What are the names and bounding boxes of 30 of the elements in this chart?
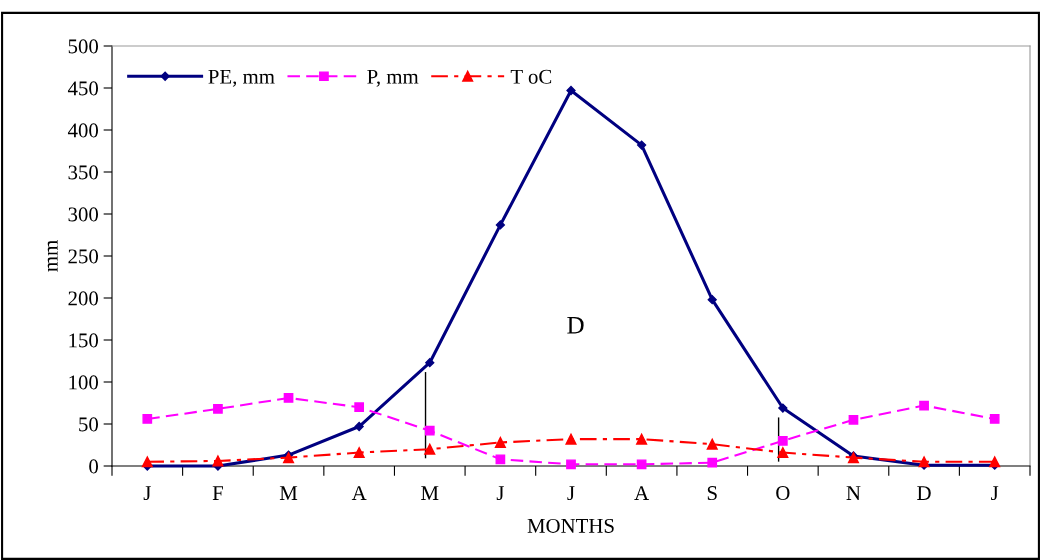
annotation: D — [567, 317, 584, 334]
y-tick-label: 300 — [68, 207, 99, 222]
y-tick-label: 350 — [68, 165, 99, 180]
x-tick-label: N — [846, 486, 861, 500]
x-tick-label: A — [351, 486, 367, 500]
y-tick-label: 400 — [67, 123, 99, 138]
x-tick-label: J — [496, 486, 504, 501]
x-tick-label: M — [279, 486, 298, 500]
y-axis-title: mm — [47, 240, 58, 272]
x-tick-label: M — [421, 486, 439, 500]
y-tick-label: 500 — [68, 39, 99, 54]
y-tick-label: 150 — [69, 333, 99, 348]
x-tick-label: A — [634, 486, 649, 500]
y-tick-label: 50 — [79, 417, 99, 432]
y-tick-label: 100 — [69, 375, 99, 390]
legend-label: PE, mm — [208, 69, 275, 87]
x-tick-label: O — [776, 486, 790, 501]
x-tick-label: D — [917, 486, 931, 500]
y-tick-label: 0 — [89, 459, 99, 474]
legend-label: P, mm — [367, 69, 419, 87]
x-tick-label: J — [991, 486, 999, 501]
x-tick-label: J — [567, 486, 575, 501]
legend-label: T oC — [510, 69, 552, 84]
y-tick-label: 200 — [68, 291, 99, 306]
y-tick-label: 450 — [67, 81, 99, 96]
y-tick-label: 250 — [68, 249, 99, 264]
x-tick-label: J — [143, 486, 151, 501]
x-axis-title: MONTHS — [527, 518, 614, 533]
x-tick-label: S — [707, 486, 717, 501]
x-tick-label: F — [212, 486, 223, 500]
